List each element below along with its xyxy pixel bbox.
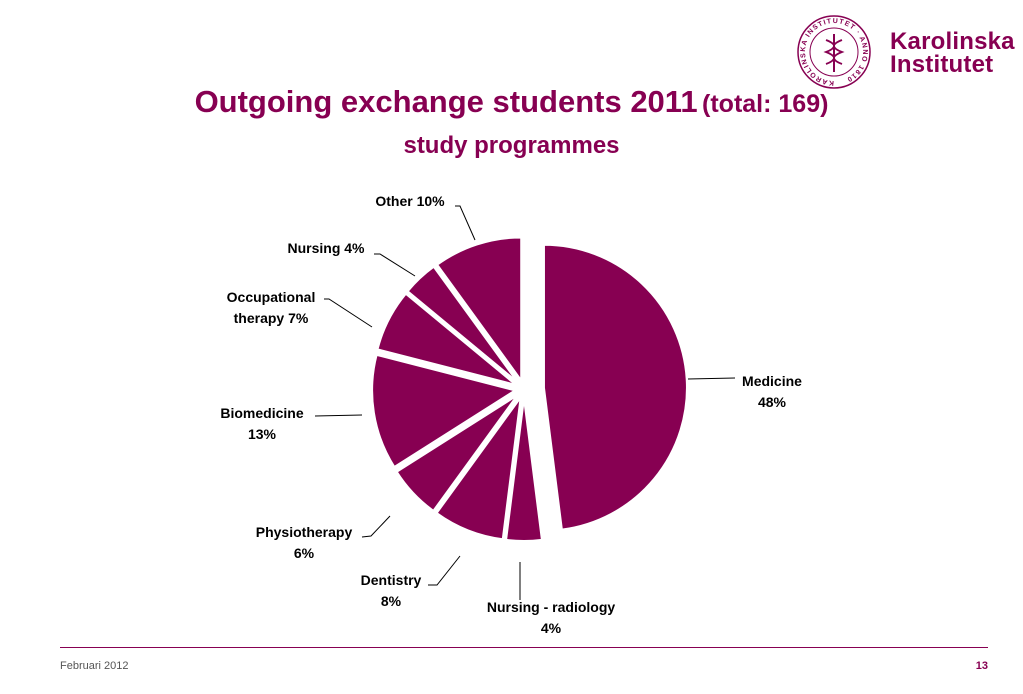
leader-line	[428, 555, 461, 586]
slice-label-line: 8%	[381, 593, 402, 609]
slice-label: Occupational therapy 7%	[227, 289, 316, 326]
leader-line	[324, 298, 373, 328]
slice-label-line: 6%	[294, 545, 315, 561]
pie-slice-dentistry	[435, 396, 522, 541]
slice-label: Physiotherapy 6%	[256, 524, 353, 561]
slice-label-line: Biomedicine	[220, 405, 303, 421]
slice-label: Other 10%	[375, 193, 445, 209]
slice-label-line: Occupational	[227, 289, 316, 305]
slice-label-line: Dentistry	[361, 572, 422, 588]
slice-label-line: 48%	[758, 394, 787, 410]
slice-label-line: 4%	[541, 620, 562, 636]
karolinska-logo: KAROLINSKA INSTITUTET · ANNO 1810	[797, 15, 871, 89]
slice-label: Biomedicine 13%	[220, 405, 303, 442]
footer-date: Februari 2012	[60, 660, 129, 672]
slice-label: Nursing - radiology 4%	[487, 599, 616, 636]
title-total: (total: 169)	[702, 90, 829, 118]
leader-line	[374, 253, 416, 277]
page-title: Outgoing exchange students 2011 (total: …	[0, 84, 1023, 120]
pie-slice-biomedicine	[371, 353, 518, 469]
slice-label-line: 13%	[248, 426, 277, 442]
slice-label-line: therapy 7%	[234, 310, 309, 326]
slice-label-line: Physiotherapy	[256, 524, 353, 540]
title-main: Outgoing exchange students 2011	[194, 84, 698, 119]
slice-label: Medicine 48%	[742, 373, 802, 410]
pie-slice-occupational-therapy	[376, 292, 517, 386]
leader-line	[455, 205, 476, 241]
logo-line-1: Karolinska	[890, 28, 1015, 55]
pie-slice-nursing	[406, 265, 519, 384]
pie-slice-nursing-radiology	[504, 397, 544, 542]
slice-label-line: Medicine	[742, 373, 802, 389]
slice-label: Nursing 4%	[287, 240, 365, 256]
slice-label-line: Nursing - radiology	[487, 599, 616, 615]
page-number: 13	[975, 660, 988, 672]
leader-line	[361, 515, 391, 538]
logo-line-2: Institutet	[890, 51, 994, 78]
leader-line	[687, 377, 736, 380]
leader-line	[314, 414, 363, 417]
slice-label: Dentistry 8%	[361, 572, 422, 609]
slice-label-line: Other 10%	[375, 193, 445, 209]
slice-label-line: Nursing 4%	[287, 240, 365, 256]
pie-slice-physiotherapy	[395, 394, 519, 513]
pie-slice-medicine	[542, 243, 688, 531]
page-subtitle: study programmes	[403, 132, 620, 159]
footer-divider	[60, 647, 988, 648]
pie-slice-other	[435, 236, 523, 384]
logo-wordmark: Karolinska Institutet	[890, 28, 1015, 78]
